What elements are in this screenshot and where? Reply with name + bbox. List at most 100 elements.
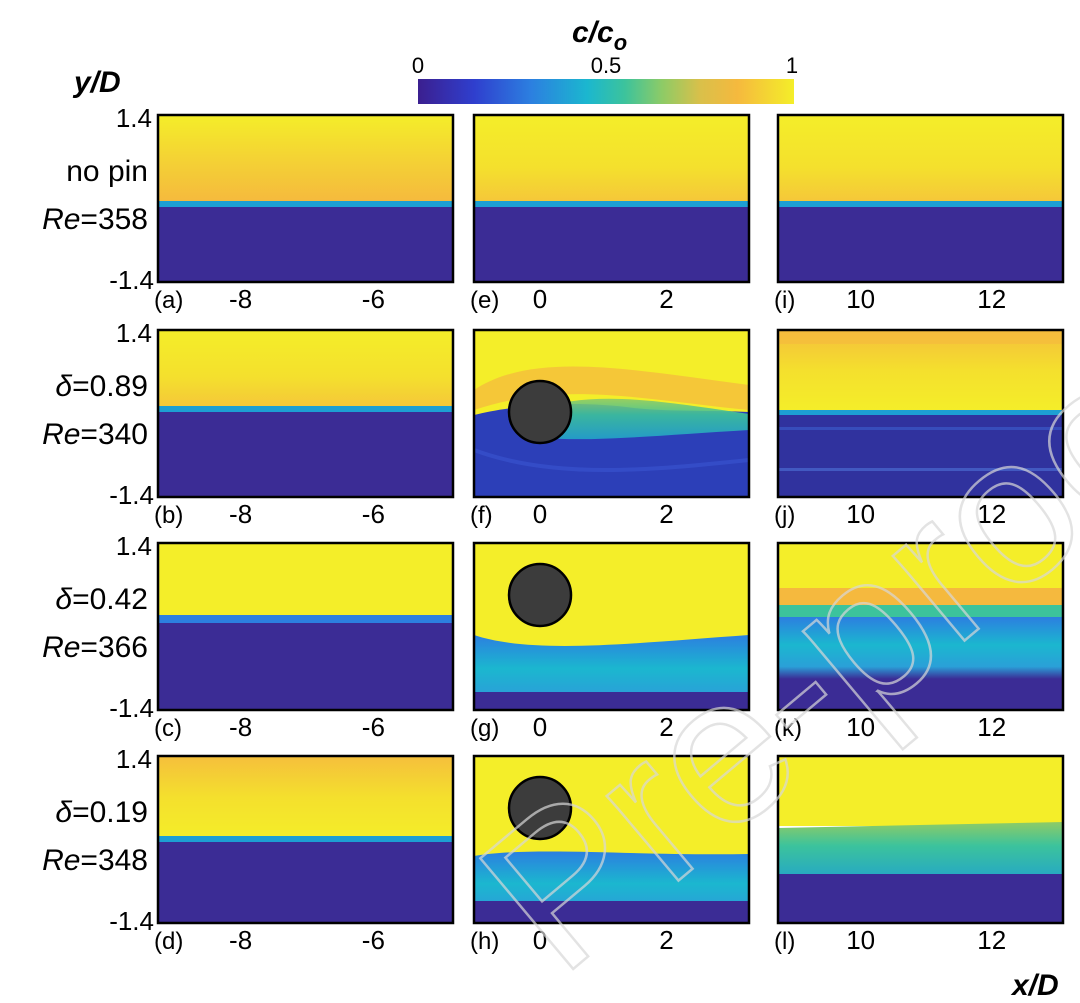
concentration-field [158, 543, 453, 710]
x-tick: 12 [977, 925, 1006, 955]
panel-grid: 1.4 -1.4 no pin Re=358 (a) -8 -6 (e) 0 2 (i) 10 12 1.… [42, 103, 1065, 955]
x-tick: 2 [659, 499, 673, 529]
x-tick: 0 [533, 712, 547, 742]
panel-label: (d) [154, 928, 183, 955]
panel-g: (g) 0 2 [470, 541, 751, 742]
case-label-line2: Re=340 [42, 418, 148, 451]
panel-frame [776, 113, 1065, 284]
case-label-line1: δ=0.89 [55, 370, 148, 403]
colorbar-gradient [418, 79, 794, 104]
x-tick: 2 [659, 925, 673, 955]
colorbar-tick-mid: 0.5 [591, 53, 622, 78]
x-tick: 2 [659, 712, 673, 742]
panel-frame [776, 541, 1065, 712]
panel-d: (d) -8 -6 [154, 754, 455, 955]
y-tick-bottom: -1.4 [109, 480, 154, 510]
x-tick: -6 [362, 712, 385, 742]
concentration-field [158, 115, 453, 282]
y-tick-top: 1.4 [116, 103, 152, 133]
case-label-line2: Re=348 [42, 844, 148, 877]
panel-b: (b) -8 -6 [154, 328, 455, 529]
x-tick: 10 [846, 712, 875, 742]
x-tick: -8 [229, 925, 252, 955]
x-tick: -6 [362, 284, 385, 314]
colorbar-tick-0: 0 [412, 53, 424, 78]
panel-frame [776, 754, 1065, 925]
x-tick: -6 [362, 925, 385, 955]
panel-label: (c) [154, 715, 182, 742]
panel-h: (h) 0 2 [470, 754, 751, 955]
x-tick: -8 [229, 284, 252, 314]
concentration-field [474, 115, 749, 282]
x-axis-title: x/D [1010, 969, 1059, 1002]
x-tick: -8 [229, 712, 252, 742]
y-tick-bottom: -1.4 [109, 693, 154, 723]
panel-frame [156, 541, 455, 712]
colorbar-tick-1: 1 [786, 53, 798, 78]
panel-f: (f) 0 2 [470, 328, 751, 529]
x-tick: 0 [533, 284, 547, 314]
panel-a: (a) -8 -6 [154, 113, 455, 314]
panel-frame [472, 541, 751, 712]
pin-cylinder [507, 775, 573, 841]
panel-label: (k) [774, 715, 802, 742]
case-label-line2: Re=358 [42, 203, 148, 236]
case-label-line1: δ=0.42 [55, 583, 148, 616]
panel-frame [776, 328, 1065, 499]
y-tick-top: 1.4 [116, 744, 152, 774]
panel-label: (i) [774, 287, 795, 314]
panel-label: (f) [470, 502, 493, 529]
panel-frame [472, 328, 751, 499]
x-tick: 10 [846, 925, 875, 955]
x-tick: -8 [229, 499, 252, 529]
panel-frame [156, 754, 455, 925]
colorbar: c/co 0 0.5 1 [412, 16, 798, 104]
x-tick: 12 [977, 712, 1006, 742]
x-tick: 12 [977, 499, 1006, 529]
panel-frame [472, 113, 751, 284]
panel-frame [156, 328, 455, 499]
y-axis-title: y/D [72, 66, 121, 99]
y-tick-top: 1.4 [116, 531, 152, 561]
concentration-field [778, 115, 1063, 282]
case-label-line2: Re=366 [42, 631, 148, 664]
panel-e: (e) 0 2 [470, 113, 751, 314]
concentration-field [474, 543, 749, 710]
case-label-line1: no pin [66, 155, 148, 188]
concentration-field [158, 756, 453, 923]
panel-label: (l) [774, 928, 795, 955]
y-tick-bottom: -1.4 [109, 906, 154, 936]
x-tick: -6 [362, 499, 385, 529]
case-label-line1: δ=0.19 [55, 796, 148, 829]
concentration-field [474, 330, 749, 497]
x-tick: 10 [846, 499, 875, 529]
pin-cylinder [507, 379, 573, 445]
panel-c: (c) -8 -6 [154, 541, 455, 742]
concentration-field [778, 756, 1063, 923]
panel-label: (b) [154, 502, 183, 529]
concentration-field [158, 330, 453, 497]
x-tick: 0 [533, 925, 547, 955]
pin-cylinder [507, 562, 573, 628]
panel-label: (j) [774, 502, 795, 529]
y-tick-top: 1.4 [116, 318, 152, 348]
panel-frame [156, 113, 455, 284]
panel-k: (k) 10 12 [774, 541, 1065, 742]
panel-label: (g) [470, 715, 499, 742]
x-tick: 2 [659, 284, 673, 314]
concentration-field [778, 543, 1063, 710]
panel-i: (i) 10 12 [774, 113, 1065, 314]
panel-frame [472, 754, 751, 925]
panel-label: (h) [470, 928, 499, 955]
x-tick: 0 [533, 499, 547, 529]
x-tick: 10 [846, 284, 875, 314]
panel-l: (l) 10 12 [774, 754, 1065, 955]
y-tick-bottom: -1.4 [109, 265, 154, 295]
colorbar-title: c/co [572, 16, 627, 55]
panel-label: (a) [154, 287, 183, 314]
panel-label: (e) [470, 287, 499, 314]
concentration-field [778, 330, 1063, 497]
x-tick: 12 [977, 284, 1006, 314]
panel-j: (j) 10 12 [774, 328, 1065, 529]
